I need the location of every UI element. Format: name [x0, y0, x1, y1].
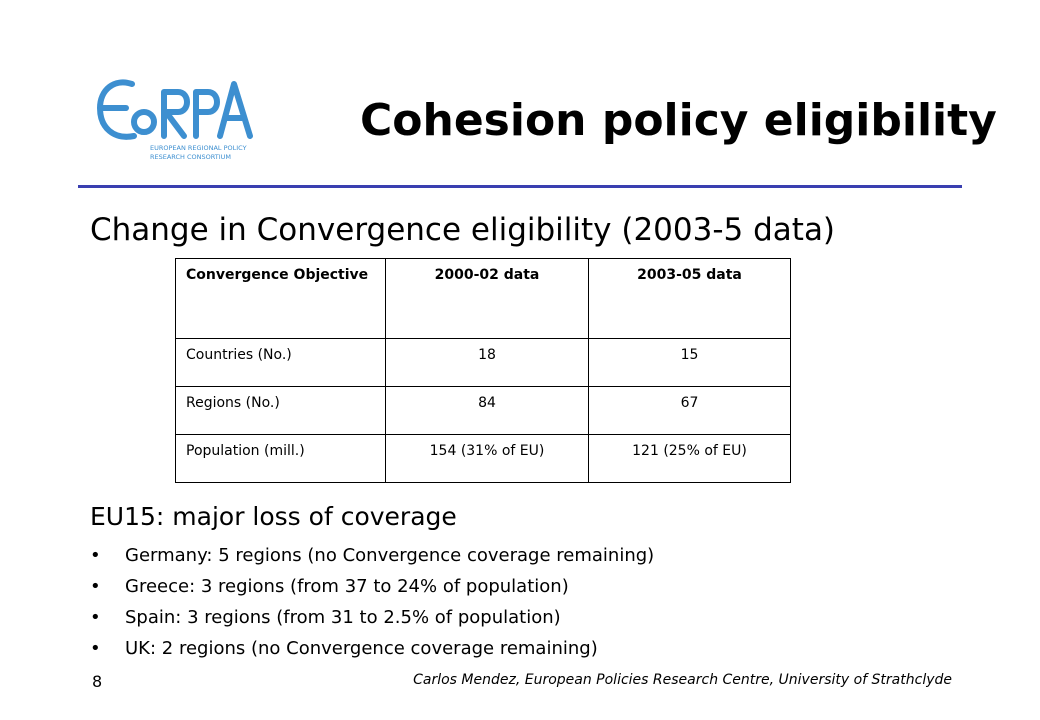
list-item-text: Spain: 3 regions (from 31 to 2.5% of pop…	[125, 607, 561, 628]
page-title: Cohesion policy eligibility	[360, 95, 997, 146]
bullet-icon: •	[90, 638, 101, 659]
footer-credit: Carlos Mendez, European Policies Researc…	[413, 672, 952, 688]
table-header-row: Convergence Objective 2000-02 data 2003-…	[175, 258, 791, 339]
bullet-list: • Germany: 5 regions (no Convergence cove…	[90, 540, 654, 664]
table-cell: 121 (25% of EU)	[588, 434, 791, 483]
eligibility-table: Convergence Objective 2000-02 data 2003-…	[175, 258, 791, 483]
list-item: • UK: 2 regions (no Convergence coverage …	[90, 633, 654, 664]
subtitle: Change in Convergence eligibility (2003-…	[90, 212, 836, 248]
list-item-text: Germany: 5 regions (no Convergence cover…	[125, 545, 655, 566]
list-item: • Spain: 3 regions (from 31 to 2.5% of po…	[90, 602, 654, 633]
table-row: Population (mill.) 154 (31% of EU) 121 (…	[175, 434, 791, 483]
table-cell: Regions (No.)	[175, 386, 386, 435]
table-header-cell: 2000-02 data	[385, 258, 589, 339]
table-header-cell: 2003-05 data	[588, 258, 791, 339]
list-item-text: Greece: 3 regions (from 37 to 24% of pop…	[125, 576, 569, 597]
table-cell: 84	[385, 386, 589, 435]
table-row: Countries (No.) 18 15	[175, 338, 791, 387]
title-divider	[78, 185, 962, 188]
table-cell: Population (mill.)	[175, 434, 386, 483]
bullet-icon: •	[90, 607, 101, 628]
logo-tagline-line2: RESEARCH CONSORTIUM	[150, 153, 231, 161]
section-heading: EU15: major loss of coverage	[90, 502, 457, 531]
bullet-icon: •	[90, 576, 101, 597]
table-cell: 15	[588, 338, 791, 387]
table-header-cell: Convergence Objective	[175, 258, 386, 339]
logo-tagline-line1: EUROPEAN REGIONAL POLICY	[150, 144, 247, 152]
bullet-icon: •	[90, 545, 101, 566]
list-item-text: UK: 2 regions (no Convergence coverage r…	[125, 638, 598, 659]
table-row: Regions (No.) 84 67	[175, 386, 791, 435]
table-cell: 154 (31% of EU)	[385, 434, 589, 483]
page-number: 8	[92, 672, 103, 691]
eorpa-logo: EUROPEAN REGIONAL POLICY RESEARCH CONSOR…	[97, 79, 253, 161]
list-item: • Greece: 3 regions (from 37 to 24% of po…	[90, 571, 654, 602]
table-cell: Countries (No.)	[175, 338, 386, 387]
table-cell: 67	[588, 386, 791, 435]
table-cell: 18	[385, 338, 589, 387]
list-item: • Germany: 5 regions (no Convergence cove…	[90, 540, 654, 571]
